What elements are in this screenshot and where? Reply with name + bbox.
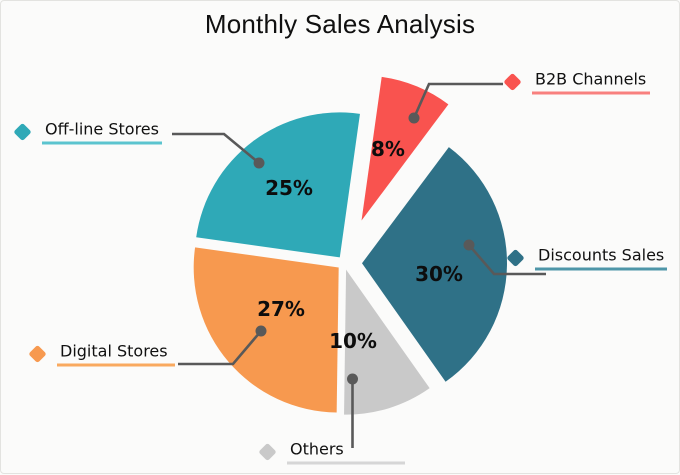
legend-label-off-line-stores: Off-line Stores xyxy=(42,120,162,145)
pct-label-b2b-channels: 8% xyxy=(371,137,405,161)
pie-slice-b2b-channels[interactable] xyxy=(361,76,449,221)
legend-label-b2b-channels: B2B Channels xyxy=(532,70,650,95)
chart-title: Monthly Sales Analysis xyxy=(204,9,476,39)
callout-dot-others xyxy=(347,373,358,385)
discounts-sales-diamond-icon xyxy=(506,248,525,268)
pct-label-off-line-stores: 25% xyxy=(265,176,313,200)
pct-label-others: 10% xyxy=(329,329,377,353)
legend-item-off-line-stores[interactable]: Off-line Stores xyxy=(13,120,162,145)
others-diamond-icon xyxy=(258,442,277,462)
pie-slice-off-line-stores[interactable] xyxy=(196,112,360,258)
legend-item-digital-stores[interactable]: Digital Stores xyxy=(28,342,175,367)
legend-item-discounts-sales[interactable]: Discounts Sales xyxy=(506,246,668,271)
callout-dot-b2b-channels xyxy=(408,112,420,124)
digital-stores-diamond-icon xyxy=(28,344,47,364)
off-line-stores-diamond-icon xyxy=(13,122,32,142)
pie-slice-others[interactable] xyxy=(344,269,430,415)
callout-dot-off-line-stores xyxy=(253,157,265,169)
b2b-channels-diamond-icon xyxy=(503,72,522,92)
callout-line-digital-stores xyxy=(178,330,262,366)
callout-line-off-line-stores xyxy=(172,132,260,165)
legend-label-digital-stores: Digital Stores xyxy=(57,342,175,367)
legend-label-others: Others xyxy=(287,440,405,465)
pct-label-digital-stores: 27% xyxy=(257,297,305,321)
legend-item-others[interactable]: Others xyxy=(258,440,405,465)
callout-dot-discounts-sales xyxy=(463,239,475,251)
pie-slice-discounts-sales[interactable] xyxy=(361,147,507,382)
legend-label-discounts-sales: Discounts Sales xyxy=(535,246,668,271)
legend-item-b2b-channels[interactable]: B2B Channels xyxy=(503,70,650,95)
callout-dot-digital-stores xyxy=(255,325,267,337)
pct-label-discounts-sales: 30% xyxy=(415,262,463,286)
callout-line-b2b-channels xyxy=(412,82,503,119)
callout-line-discounts-sales xyxy=(468,244,546,276)
